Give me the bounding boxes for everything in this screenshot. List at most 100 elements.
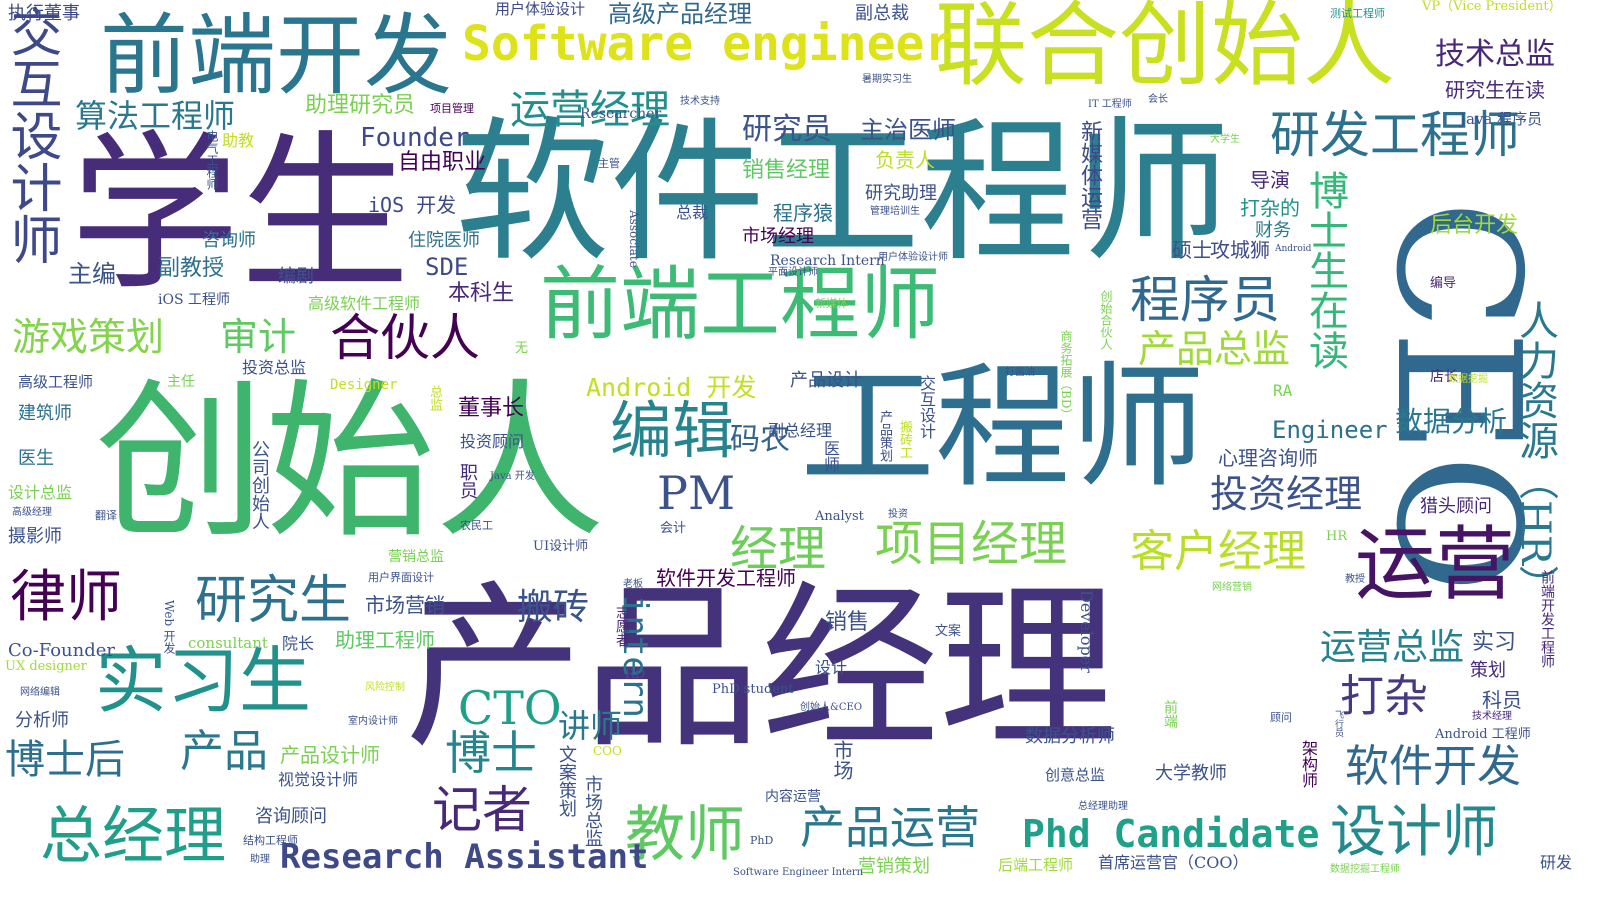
word-clerk: 科员 (1482, 688, 1522, 712)
word-director-dept: 主任 (167, 374, 195, 390)
word-general-manager: 总经理 (40, 799, 227, 872)
word-ux-designer-cn: 用户体验设计师 (878, 252, 948, 263)
word-new-media-ops: 新媒体运营 (1077, 120, 1102, 230)
word-code-farmer: 码农 (730, 422, 790, 457)
word-marketing-director: 营销总监 (388, 549, 444, 565)
word-copywriting: 文案 (935, 624, 962, 639)
word-architect: 建筑师 (18, 403, 72, 424)
word-programmer: 程序员 (1130, 271, 1280, 329)
word-operations: 运营 (1355, 518, 1515, 611)
word-ux-design: 用户体验设计 (495, 0, 586, 18)
word-volunteer: 志愿者 (614, 605, 630, 647)
word-vice-president: 副总裁 (855, 3, 909, 24)
word-executive-director: 执行董事 (8, 3, 80, 24)
word-analyst: Analyst (815, 509, 864, 524)
word-assistant: 助理 (250, 854, 270, 865)
word-backend-dev: 后台开发 (1430, 213, 1519, 238)
word-assistant-engineer: 助理工程师 (335, 628, 435, 652)
word-gm-assistant: 总经理助理 (1078, 801, 1128, 812)
word-sales-manager: 销售经理 (742, 158, 831, 183)
word-consultant-cn: 咨询师 (202, 230, 256, 251)
word-research-assistant-cn: 研究助理 (865, 183, 937, 204)
word-ops-manager: 运营经理 (510, 87, 670, 133)
word-assistant-researcher: 助理研究员 (305, 93, 416, 118)
word-ui-designer: UI设计师 (533, 539, 589, 554)
word-doctor: 医生 (18, 448, 54, 469)
word-photographer: 摄影师 (8, 526, 62, 547)
word-chairman-assoc: 会长 (1148, 94, 1168, 105)
word-product: 产品 (180, 726, 268, 777)
word-senior-engineer: 高级工程师 (18, 373, 94, 391)
word-bd: 商务拓展（BD） (1059, 330, 1073, 421)
word-ios-dev: iOS 开发 (368, 193, 457, 217)
word-accountant: 会计 (660, 521, 687, 536)
word-backend-engineer: 后端工程师 (998, 856, 1074, 874)
word-data-mining: 数据挖掘 (1448, 374, 1488, 385)
word-teaching-assistant: 助教 (222, 131, 255, 150)
word-company-founder: 公司创始人 (249, 440, 270, 530)
word-game-planner: 游戏策划 (12, 315, 165, 359)
word-investment-advisor: 投资顾问 (460, 432, 525, 451)
word-marketing-director-v: 市场总监 (582, 775, 603, 847)
word-hr-en: HR (1326, 529, 1348, 544)
word-graphic-designer: 平面设计师 (768, 267, 818, 278)
word-associate-prof: 副教授 (158, 256, 225, 281)
word-project-manager: 项目经理 (875, 516, 1068, 572)
word-investment: 投资 (888, 509, 908, 520)
word-advisor: 顾问 (1270, 711, 1292, 724)
word-consultant-en: consultant (188, 634, 268, 652)
word-product-planning: 产品策划 (877, 410, 892, 462)
word-pilot: 飞行员 (1333, 710, 1343, 737)
word-web-editor: 网络编辑 (20, 687, 60, 698)
word-ux-designer: UX designer (5, 659, 87, 674)
word-management-trainee: 管理培训生 (870, 206, 920, 217)
word-headhunter: 猎头顾问 (1420, 496, 1492, 517)
word-product-director: 产品总监 (1138, 327, 1291, 371)
word-ui-design: 用户界面设计 (368, 571, 434, 584)
word-ceo: CEO (1358, 200, 1556, 594)
word-odd-job-person: 打杂的 (1240, 196, 1300, 220)
word-java-dev: Java 开发 (490, 471, 535, 482)
word-manager: 经理 (730, 521, 827, 577)
word-intern: 实习生 (95, 639, 312, 723)
word-marketing-manager: 市场经理 (742, 226, 814, 247)
word-master: 硕士 (1172, 238, 1212, 262)
word-design-director: 设计总监 (8, 483, 73, 502)
word-marketing: 市场营销 (365, 593, 445, 617)
word-data-analysis: 数据分析 (1395, 405, 1508, 438)
word-planning: 策划 (1470, 660, 1506, 681)
word-researcher-en: Researcher (580, 106, 662, 122)
word-migrant-worker: 农民工 (460, 519, 493, 532)
word-interaction-design: 交互设计 (917, 375, 936, 439)
word-director-film: 导演 (1250, 168, 1290, 192)
word-coo: COO (593, 744, 622, 758)
word-co-founder: 联合创始人 (935, 0, 1396, 99)
word-none: 无 (515, 341, 529, 356)
word-undergrad: 本科生 (448, 281, 515, 306)
word-founding-partner: 创始合伙人 (1099, 290, 1113, 350)
word-attending-physician: 主治医师 (860, 116, 956, 144)
word-software-engineer: 软件工程师 (455, 102, 1230, 283)
word-android-dev: Android 开发 (586, 373, 757, 402)
word-frontend: 前端 (1162, 700, 1178, 728)
word-analyst-cn: 分析师 (15, 710, 69, 731)
word-founder: 创始人 (95, 364, 606, 562)
word-developer: Developer (1077, 590, 1096, 673)
word-frontend-dev-engineer: 前端开发工程师 (1539, 570, 1555, 668)
word-supervisor: 主管 (598, 157, 620, 170)
word-screenwriter: 编剧 (278, 266, 314, 287)
word-university-teacher: 大学教师 (1155, 763, 1227, 784)
word-associate: Associate (627, 210, 641, 268)
word-interior-designer: 室内设计师 (348, 716, 398, 727)
word-product-designer: 产品设计师 (280, 743, 380, 767)
word-pm: PM (657, 466, 736, 520)
word-data-mining-engineer: 数据挖掘工程师 (1330, 864, 1400, 875)
word-software-dev-engineer: 软件开发工程师 (656, 566, 796, 590)
word-chief-operating-officer: 首席运营官（COO） (1098, 853, 1249, 872)
word-director: 总监 (427, 385, 442, 411)
word-cto: CTO (458, 681, 562, 735)
word-marketing-planning: 营销策划 (858, 856, 930, 877)
word-soy-sauce: 打酱油 (1005, 367, 1035, 378)
word-psych-counselor: 心理咨询师 (1218, 446, 1318, 470)
